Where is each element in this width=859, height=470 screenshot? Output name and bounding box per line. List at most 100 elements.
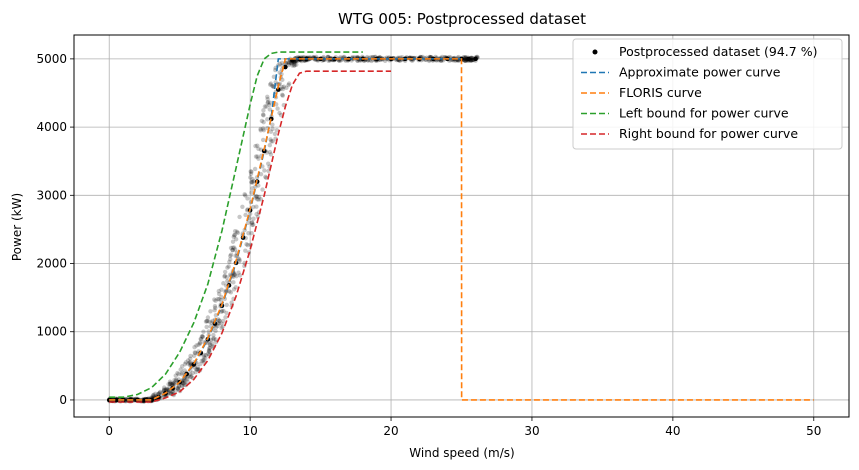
data-point	[438, 58, 444, 64]
data-point	[172, 378, 177, 383]
data-point	[255, 154, 260, 159]
data-point	[267, 142, 272, 148]
data-point	[224, 310, 229, 316]
data-point	[182, 368, 187, 373]
data-point	[260, 126, 266, 131]
data-point	[228, 252, 234, 257]
y-axis-label: Power (kW)	[10, 193, 24, 261]
data-point	[256, 183, 261, 188]
data-point	[205, 315, 211, 320]
data-point	[192, 350, 198, 355]
data-point	[462, 56, 468, 61]
data-point	[232, 232, 238, 238]
data-point	[158, 389, 163, 395]
data-point	[267, 149, 273, 155]
data-point	[231, 287, 237, 292]
x-tick-label: 10	[242, 424, 257, 438]
data-point	[466, 56, 471, 62]
data-point	[473, 56, 478, 62]
data-point	[205, 318, 210, 324]
data-point	[156, 391, 162, 396]
x-tick-label: 20	[383, 424, 398, 438]
data-point	[263, 174, 268, 180]
data-point	[253, 154, 259, 159]
data-point	[248, 175, 253, 180]
data-point	[153, 391, 158, 397]
x-tick-label: 40	[665, 424, 680, 438]
data-point	[292, 62, 297, 68]
data-point	[232, 272, 238, 277]
data-point	[267, 102, 272, 108]
legend-label: Left bound for power curve	[619, 106, 789, 121]
data-point	[260, 112, 266, 117]
data-point	[175, 370, 180, 376]
legend-label: Postprocessed dataset (94.7 %)	[619, 44, 817, 59]
y-tick-label: 2000	[36, 257, 67, 271]
data-point	[270, 126, 275, 132]
x-tick-label: 30	[524, 424, 539, 438]
data-point	[242, 192, 247, 197]
data-point	[228, 245, 234, 251]
data-point	[262, 168, 267, 173]
data-point	[283, 64, 288, 70]
data-point	[251, 204, 256, 210]
data-point	[222, 273, 228, 279]
data-point	[261, 113, 266, 118]
data-point	[253, 193, 259, 199]
data-point	[277, 61, 282, 67]
data-point	[178, 367, 183, 372]
data-point	[197, 341, 203, 346]
data-point	[215, 296, 220, 302]
data-point	[251, 216, 256, 221]
data-point	[207, 342, 213, 348]
data-point	[220, 318, 226, 324]
data-point	[256, 156, 261, 161]
data-point	[254, 194, 260, 199]
data-point	[325, 54, 330, 60]
data-point	[212, 297, 217, 302]
data-point	[228, 257, 233, 262]
data-point	[280, 77, 285, 83]
data-point	[268, 137, 273, 142]
data-point	[292, 61, 297, 66]
data-point	[201, 357, 206, 362]
data-point	[236, 270, 241, 275]
data-point	[201, 329, 206, 334]
data-point	[252, 166, 258, 172]
data-point	[249, 230, 254, 236]
data-point	[211, 336, 217, 341]
data-point	[265, 99, 271, 105]
data-point	[149, 397, 154, 403]
data-point	[469, 55, 475, 61]
data-point	[249, 179, 254, 185]
data-point	[219, 321, 224, 326]
data-point	[262, 104, 268, 109]
data-point	[200, 358, 206, 364]
data-point	[190, 370, 195, 376]
legend-marker	[592, 49, 598, 55]
data-point	[253, 143, 258, 149]
data-point	[165, 387, 171, 392]
data-point	[181, 378, 187, 384]
data-point	[286, 60, 292, 65]
data-point	[249, 180, 254, 185]
data-point	[106, 397, 112, 403]
data-point	[265, 96, 270, 102]
data-point	[211, 337, 216, 342]
data-point	[293, 59, 299, 64]
data-point	[260, 187, 265, 192]
data-point	[184, 375, 190, 380]
data-point	[225, 265, 230, 270]
y-tick-label: 5000	[36, 52, 67, 66]
data-point	[221, 281, 226, 286]
data-point	[230, 274, 236, 280]
data-point	[369, 58, 374, 64]
data-point	[233, 237, 239, 242]
data-point	[230, 245, 236, 250]
data-point	[226, 264, 231, 269]
data-point	[284, 85, 289, 91]
data-point	[270, 83, 275, 89]
data-point	[197, 340, 203, 345]
data-point	[227, 289, 232, 294]
